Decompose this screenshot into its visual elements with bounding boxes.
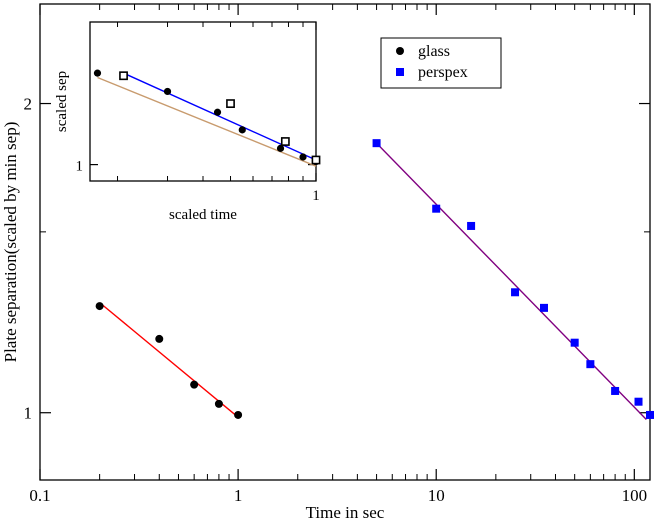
data-point-series-1 bbox=[311, 155, 321, 165]
data-point-series-0 bbox=[190, 380, 199, 389]
data-point-series-1 bbox=[280, 137, 290, 146]
data-point-series-1 bbox=[611, 386, 620, 395]
data-point-series-0 bbox=[95, 302, 104, 311]
inset-axis-ticks: 11 bbox=[76, 22, 320, 204]
y-tick-label: 1 bbox=[76, 159, 84, 175]
main-fit-lines bbox=[99, 142, 647, 420]
data-point-series-0 bbox=[155, 334, 164, 343]
x-tick-label: 1 bbox=[234, 486, 243, 505]
fit-line-series-0 bbox=[99, 302, 239, 418]
x-tick-label: 10 bbox=[428, 486, 445, 505]
main-axis-ticks: 0.1 1 10 100 1 2 bbox=[24, 4, 650, 505]
data-point-series-1 bbox=[539, 303, 548, 312]
inset-x-axis-label: scaled time bbox=[169, 207, 237, 223]
main-plot-frame bbox=[39, 3, 651, 481]
y-tick-label: 2 bbox=[24, 95, 33, 114]
data-point-series-1 bbox=[226, 99, 235, 108]
inset-plot-frame bbox=[89, 21, 317, 182]
data-point-series-0 bbox=[214, 399, 223, 408]
data-point-series-0 bbox=[238, 126, 246, 134]
data-point-series-0 bbox=[276, 144, 285, 152]
fit-line-series-1 bbox=[376, 142, 647, 420]
legend: glass perspex bbox=[380, 37, 502, 89]
data-point-series-1 bbox=[586, 360, 595, 369]
inset-data-points bbox=[93, 69, 321, 166]
data-point-series-1 bbox=[119, 71, 128, 81]
legend-glass-label: glass bbox=[418, 43, 450, 60]
inset-chart: 11 scaled time scaled sep bbox=[54, 21, 321, 223]
x-tick-label: 1 bbox=[312, 188, 320, 204]
data-point-series-0 bbox=[299, 153, 307, 161]
x-tick-label: 100 bbox=[622, 486, 648, 505]
data-point-series-0 bbox=[213, 108, 222, 116]
data-point-series-0 bbox=[234, 410, 243, 419]
data-point-series-1 bbox=[646, 410, 654, 419]
main-data-points bbox=[95, 139, 654, 419]
main-chart: 0.1 1 10 100 1 2 Time in sec Plate separation… bbox=[1, 3, 654, 522]
legend-perspex-marker bbox=[396, 68, 404, 76]
data-point-series-1 bbox=[570, 338, 579, 347]
data-point-series-1 bbox=[511, 288, 520, 297]
legend-box bbox=[380, 37, 502, 89]
data-point-series-1 bbox=[467, 221, 476, 230]
y-axis-label: Plate separation(scaled by min sep) bbox=[1, 122, 20, 363]
legend-perspex-label: perspex bbox=[418, 64, 468, 81]
inset-y-axis-label: scaled sep bbox=[54, 71, 70, 132]
x-axis-label: Time in sec bbox=[306, 503, 385, 522]
data-point-series-0 bbox=[163, 87, 172, 96]
data-point-series-1 bbox=[372, 139, 381, 148]
y-tick-label: 1 bbox=[24, 404, 33, 423]
legend-glass-marker bbox=[396, 47, 404, 55]
x-tick-label: 0.1 bbox=[29, 486, 50, 505]
data-point-series-1 bbox=[634, 397, 643, 406]
data-point-series-1 bbox=[432, 204, 441, 213]
data-point-series-0 bbox=[93, 69, 102, 77]
